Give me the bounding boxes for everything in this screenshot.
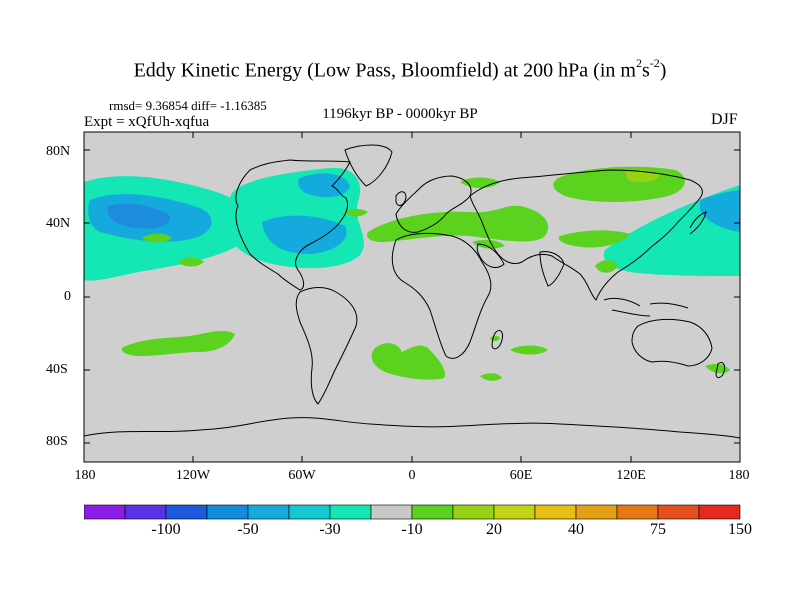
period-label: 1196kyr BP - 0000kyr BP	[322, 106, 478, 122]
ylabel-0: 0	[64, 289, 71, 304]
sea-anomaly	[595, 260, 618, 273]
colorbar-cell	[84, 504, 126, 520]
madagascar-coast	[491, 329, 503, 350]
antarctica-coast	[83, 417, 741, 439]
xlabel-60w: 60W	[288, 468, 316, 483]
stats-label: rmsd= 9.36854 diff= -1.16385	[109, 98, 267, 113]
colorbar-label: -10	[401, 521, 423, 538]
xlabel-120e: 120E	[616, 468, 646, 483]
colorbar-label: 75	[650, 521, 666, 538]
colorbar-cell	[616, 504, 659, 520]
xlabel-0: 0	[408, 468, 416, 483]
colorbar-cell	[452, 504, 495, 520]
north-atlantic-anomaly-strong	[262, 215, 347, 254]
colorbar-label: -50	[237, 521, 259, 538]
colorbar-cell	[575, 504, 618, 520]
eurasia-anomaly	[366, 205, 549, 243]
coastlines	[83, 144, 741, 439]
colorbar	[84, 504, 741, 520]
colorbar-cell	[698, 504, 741, 520]
colorbar-label: 40	[568, 521, 584, 538]
ylabel-80s: 80S	[46, 434, 68, 449]
ylabel-80n: 80N	[46, 144, 71, 159]
xlabel-120w: 120W	[175, 468, 211, 483]
japan-coast	[689, 211, 707, 235]
colorbar-cell	[247, 504, 290, 520]
ylabel-40n: 40N	[46, 216, 71, 231]
colorbar-cell	[165, 504, 208, 520]
xlabel-180w: 180	[74, 468, 96, 483]
colorbar-cell	[370, 504, 413, 520]
xlabel-180e: 180	[728, 468, 750, 483]
south-atlantic-anomaly	[371, 343, 446, 380]
experiment-label: Expt = xQfUh-xqfua	[84, 114, 210, 130]
canada-anomaly	[298, 173, 350, 198]
greenland-coast	[344, 144, 393, 187]
australia-coast	[631, 318, 713, 367]
season-label: DJF	[711, 111, 738, 128]
colorbar-cell	[534, 504, 577, 520]
arabia-coast	[476, 243, 505, 268]
axis-ticks	[83, 132, 741, 462]
pacific-anomaly-green	[142, 233, 172, 243]
siberia-anomaly-strong	[625, 169, 660, 183]
west-pacific-anomaly-strong	[700, 190, 740, 232]
ylabel-40s: 40S	[46, 362, 68, 377]
north-pacific-anomaly-core	[107, 203, 171, 229]
colorbar-cell	[411, 504, 454, 520]
indonesia-coast	[603, 297, 689, 317]
south-pacific-anomaly	[121, 330, 235, 356]
colorbar-cell	[288, 504, 331, 520]
africa-coast	[391, 232, 492, 359]
colorbar-cell	[329, 504, 372, 520]
new-zealand-coast	[715, 361, 725, 379]
colorbar-cell	[493, 504, 536, 520]
map-title: Eddy Kinetic Energy (Low Pass, Bloomfiel…	[133, 56, 667, 82]
xlabel-60e: 60E	[509, 468, 533, 483]
colorbar-label: -30	[319, 521, 341, 538]
colorbar-cell	[657, 504, 700, 520]
colorbar-cell	[206, 504, 249, 520]
pacific-anomaly-green-2	[178, 257, 204, 267]
india-coast	[539, 251, 565, 287]
colorbar-label: 20	[486, 521, 502, 538]
colorbar-label: 150	[728, 521, 752, 538]
indian-ocean-anomaly	[510, 345, 548, 355]
colorbar-label: -100	[151, 521, 181, 538]
small-anomaly-2	[345, 209, 368, 217]
colorbar-cell	[124, 504, 167, 520]
asia-coast	[469, 169, 703, 301]
south-america-coast	[295, 287, 358, 405]
small-anomaly-3	[472, 239, 505, 249]
uk-coast	[395, 191, 407, 206]
south-indian-anomaly	[480, 373, 502, 381]
east-asia-anomaly	[558, 230, 630, 248]
anomaly-fields	[84, 166, 740, 381]
